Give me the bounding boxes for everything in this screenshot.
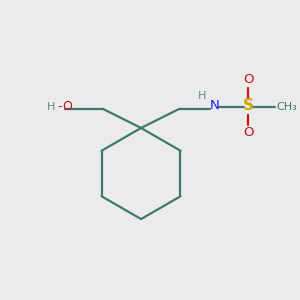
- Text: N: N: [210, 99, 219, 112]
- Text: H: H: [198, 91, 206, 100]
- Text: O: O: [62, 100, 72, 113]
- Text: -: -: [57, 100, 62, 113]
- Text: H: H: [46, 102, 55, 112]
- Text: CH₃: CH₃: [276, 102, 297, 112]
- Text: S: S: [243, 98, 254, 113]
- Text: O: O: [243, 73, 254, 86]
- Text: O: O: [243, 127, 254, 140]
